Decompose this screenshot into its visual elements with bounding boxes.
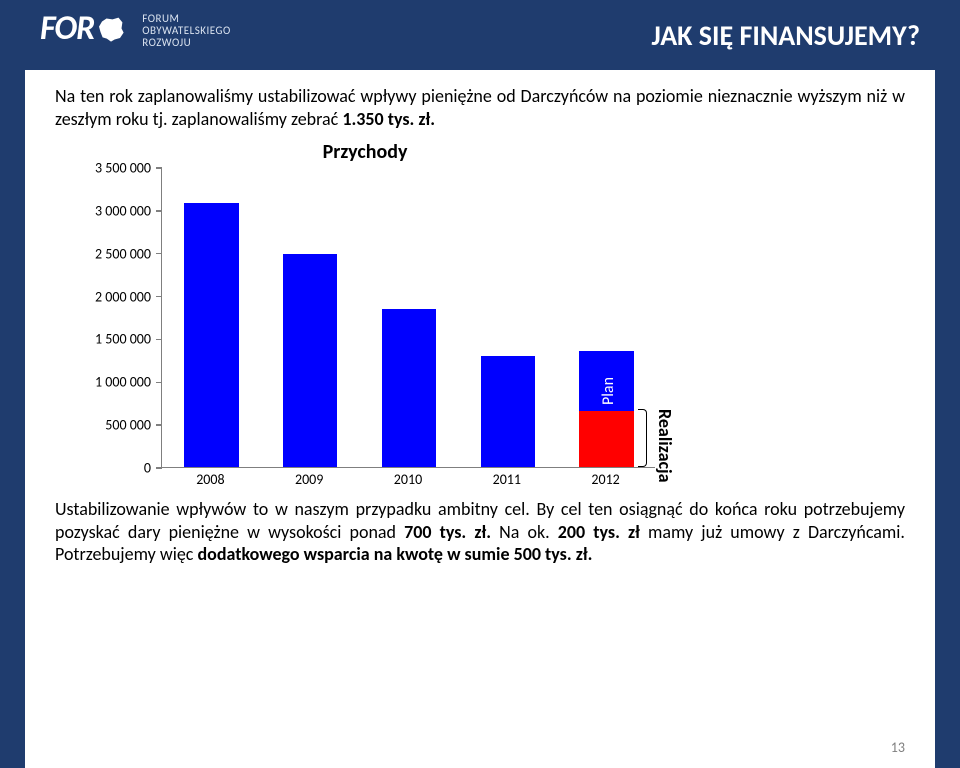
page-number: 13 (891, 739, 905, 756)
x-label: 2008 (196, 471, 224, 488)
y-axis-labels: 0500 0001 000 0001 500 0002 000 0002 500… (75, 168, 157, 468)
y-tick (156, 210, 162, 212)
y-tick (156, 296, 162, 298)
chart-plot: PlanRealizacja (161, 168, 655, 468)
y-label: 1 000 000 (95, 374, 151, 391)
slide-header: FOR FORUM OBYWATELSKIEGO ROZWOJU JAK SIĘ… (0, 0, 960, 70)
plan-label: Plan (599, 377, 618, 405)
x-label: 2011 (493, 471, 521, 488)
logo-subtitle: FORUM OBYWATELSKIEGO ROZWOJU (142, 13, 230, 49)
revenue-chart: Przychody 0 500 000 1 000 000 1 500 000 2 00… (75, 140, 655, 488)
y-tick (156, 424, 162, 426)
p2-b3: dodatkowego wsparcia na kwotę w sumie 50… (197, 543, 592, 565)
bar (283, 254, 337, 467)
chart-area: 0 500 000 1 000 000 1 500 000 2 000 000 2 500… (75, 168, 655, 488)
logo-sub-line1: FORUM (142, 13, 230, 25)
bar (382, 309, 436, 467)
paragraph-1: Na ten rok zaplanowaliśmy ustabilizować … (55, 85, 905, 130)
poland-map-icon (96, 14, 126, 44)
logo-sub-line2: OBYWATELSKIEGO (142, 25, 230, 37)
left-stripe (0, 70, 25, 768)
y-label: 2 000 000 (95, 288, 151, 305)
x-label: 2010 (394, 471, 422, 488)
p1-b1: 1.350 tys. zł. (342, 108, 435, 130)
p1-t1: Na ten rok zaplanowaliśmy ustabilizować … (55, 85, 905, 130)
realization-bar (579, 411, 633, 467)
chart-title: Przychody (75, 140, 655, 164)
p2-t2: Na ok. (491, 521, 558, 543)
y-label: 3 500 000 (95, 160, 151, 177)
y-label: 0 (144, 460, 151, 477)
bracket-icon (638, 409, 647, 467)
slide-title: JAK SIĘ FINANSUJEMY? (652, 18, 920, 53)
y-tick (156, 253, 162, 255)
bar (481, 356, 535, 467)
y-label: 500 000 (105, 417, 151, 434)
p2-b1: 700 tys. zł. (404, 521, 491, 543)
x-label: 2012 (591, 471, 619, 488)
realization-label: Realizacja (654, 409, 676, 483)
y-tick (156, 382, 162, 384)
y-label: 3 000 000 (95, 202, 151, 219)
x-label: 2009 (295, 471, 323, 488)
slide-content: Na ten rok zaplanowaliśmy ustabilizować … (0, 70, 960, 768)
bar (184, 203, 238, 467)
logo-mark: FOR (40, 8, 126, 49)
logo-text: FOR (40, 8, 94, 49)
y-label: 2 500 000 (95, 245, 151, 262)
x-axis-labels: 2008 2009 2010 2011 2012 (161, 468, 655, 488)
right-stripe (935, 70, 960, 768)
body: Na ten rok zaplanowaliśmy ustabilizować … (55, 85, 905, 576)
y-tick (156, 167, 162, 169)
y-label: 1 500 000 (95, 331, 151, 348)
paragraph-2: Ustabilizowanie wpływów to w naszym przy… (55, 498, 905, 566)
logo-sub-line3: ROZWOJU (142, 37, 230, 49)
y-tick (156, 339, 162, 341)
logo: FOR FORUM OBYWATELSKIEGO ROZWOJU (40, 8, 231, 49)
p2-b2: 200 tys. zł (558, 521, 640, 543)
